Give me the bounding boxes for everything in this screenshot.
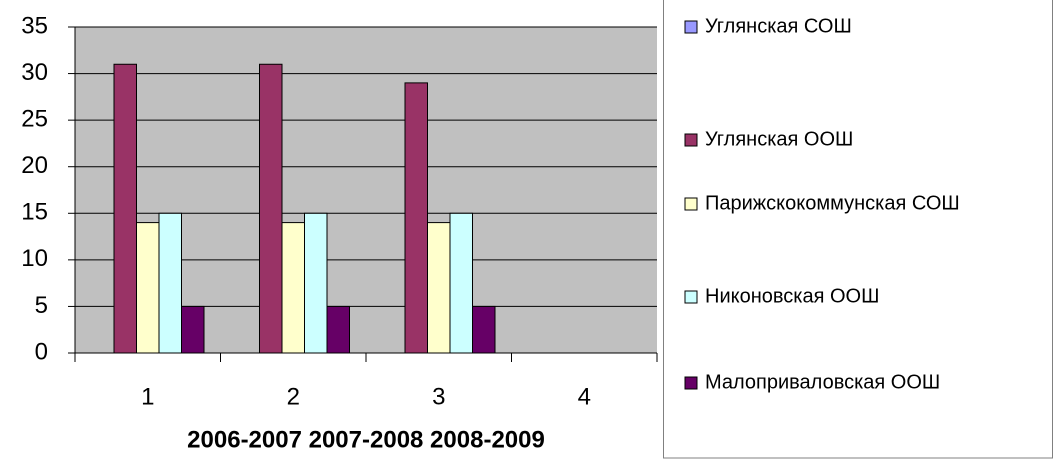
legend-marker xyxy=(684,197,698,211)
legend-box xyxy=(663,0,1053,459)
bar xyxy=(181,305,205,354)
bar xyxy=(326,305,350,354)
legend-marker xyxy=(684,133,698,147)
x-tick-label: 2 xyxy=(287,383,300,410)
legend-marker xyxy=(684,20,698,34)
bar xyxy=(136,222,160,354)
y-tick-label: 20 xyxy=(21,152,48,179)
y-tick-label: 35 xyxy=(21,12,48,39)
bar xyxy=(281,222,305,354)
legend-label: Углянская ООШ xyxy=(705,128,853,150)
y-tick-label: 25 xyxy=(21,105,48,132)
legend-marker xyxy=(684,376,698,390)
y-tick-label: 30 xyxy=(21,59,48,86)
bar xyxy=(404,82,428,354)
bar xyxy=(113,63,137,354)
bar xyxy=(449,212,473,354)
bar xyxy=(259,63,283,354)
y-tick-label: 10 xyxy=(21,245,48,272)
legend-label: Никоновская ООШ xyxy=(705,285,879,307)
y-tick-label: 15 xyxy=(21,199,48,226)
x-tick-label: 1 xyxy=(141,383,154,410)
bar xyxy=(304,212,328,354)
legend-label: Углянская СОШ xyxy=(705,15,852,37)
legend-marker xyxy=(684,290,698,304)
x-axis-label: 2006-2007 2007-2008 2008-2009 xyxy=(187,426,545,453)
y-tick-label: 0 xyxy=(35,338,48,365)
legend-label: Малоприваловская ООШ xyxy=(705,371,940,393)
bar xyxy=(158,212,182,354)
bar xyxy=(427,222,451,354)
y-tick-label: 5 xyxy=(35,292,48,319)
legend-label: Парижскокоммунская СОШ xyxy=(705,192,960,214)
bar xyxy=(472,305,496,354)
x-tick-label: 4 xyxy=(578,383,591,410)
x-tick-label: 3 xyxy=(432,383,445,410)
